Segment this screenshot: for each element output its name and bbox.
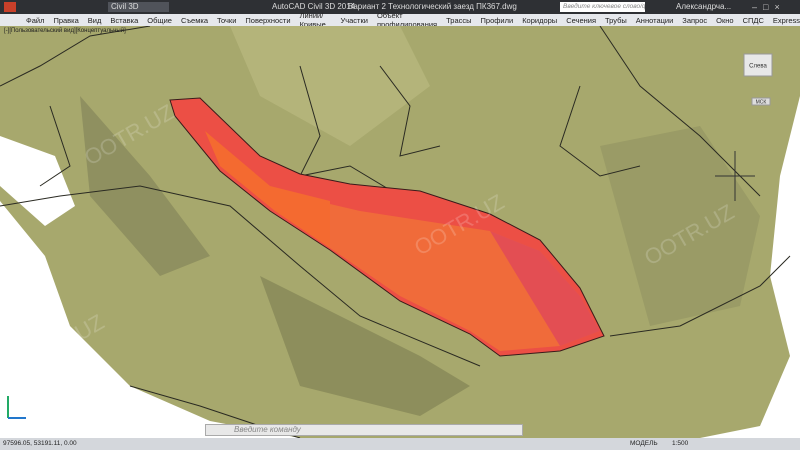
menu-item[interactable]: Участки — [340, 15, 368, 25]
breakline — [39, 105, 71, 187]
workspace-dropdown[interactable]: Civil 3D — [108, 2, 169, 12]
ucs-label: МСК — [756, 99, 767, 105]
breakline — [0, 185, 481, 367]
terrain-breaklines — [0, 26, 791, 438]
menu-item[interactable]: Трубы — [605, 15, 627, 25]
breakline — [559, 85, 641, 177]
menu-item[interactable]: Трассы — [446, 15, 472, 25]
title-bar: Civil 3D AutoCAD Civil 3D 2014 Вариант 2… — [0, 0, 800, 14]
command-line[interactable]: Введите команду — [205, 424, 523, 436]
corridor-slope — [330, 204, 600, 351]
ucs-icon — [7, 396, 26, 419]
menu-item[interactable]: Окно — [716, 15, 734, 25]
user-name[interactable]: Александрча... — [676, 2, 732, 11]
breakline — [599, 26, 761, 197]
menu-bar: Файл Правка Вид Вставка Общие Съемка Точки Пове… — [0, 11, 800, 29]
drawing-viewport: [-][Пользовательский вид][Концептуальный… — [0, 26, 800, 438]
coordinates: 97596.05, 53191.11, 0.00 — [3, 440, 77, 447]
menu-item[interactable]: Сечения — [566, 15, 597, 25]
space-toggle[interactable]: МОДЕЛЬ — [630, 440, 658, 447]
breakline — [0, 26, 151, 87]
menu-item[interactable]: СПДС — [742, 15, 764, 25]
menu-item[interactable]: Коридоры — [522, 15, 558, 25]
menu-item[interactable]: Объект профилирования — [376, 11, 438, 29]
menu-item[interactable]: Аннотации — [635, 15, 674, 25]
menu-item[interactable]: Линии/Кривые — [299, 11, 326, 29]
viewport-label[interactable]: [-][Пользовательский вид][Концептуальный… — [4, 27, 126, 34]
terrain-shade — [260, 276, 470, 416]
terrain-shade — [80, 96, 210, 276]
menu-item[interactable]: Правка — [53, 15, 79, 25]
menu-item[interactable]: Общие — [147, 15, 172, 25]
terrain-gap — [0, 256, 190, 438]
file-name: Вариант 2 Технологический заезд ПК367.dw… — [348, 2, 517, 11]
menu-item[interactable]: Вставка — [110, 15, 139, 25]
menu-item[interactable]: Запрос — [682, 15, 708, 25]
menu-item[interactable]: Поверхности — [245, 15, 291, 25]
viewcube[interactable] — [743, 53, 773, 77]
window-controls[interactable]: –□× — [752, 2, 786, 12]
terrain-light — [230, 26, 430, 146]
breakline — [609, 255, 791, 337]
terrain-gap — [0, 136, 75, 226]
app-icon[interactable] — [4, 2, 16, 12]
app-name: AutoCAD Civil 3D 2014 — [272, 2, 356, 11]
corridor-slope-shade — [490, 231, 600, 346]
menu-item[interactable]: Файл — [26, 15, 45, 25]
corridor-slope — [205, 131, 330, 248]
menu-item[interactable]: Точки — [217, 15, 237, 25]
ucs-button[interactable] — [751, 97, 771, 106]
status-bar: 97596.05, 53191.11, 0.00 МОДЕЛЬ 1:500 — [0, 438, 800, 450]
menu-item[interactable]: Съемка — [180, 15, 208, 25]
crosshair — [715, 151, 755, 201]
annotation-scale[interactable]: 1:500 — [672, 440, 689, 447]
menu-item[interactable]: Express — [772, 15, 800, 25]
menu-item[interactable]: Вид — [87, 15, 102, 25]
viewcube-face: Слева — [749, 64, 767, 70]
menu-item[interactable]: Профили — [480, 15, 514, 25]
search-box[interactable]: Введите ключевое слово/фразу — [560, 2, 645, 12]
breakline — [379, 65, 441, 157]
